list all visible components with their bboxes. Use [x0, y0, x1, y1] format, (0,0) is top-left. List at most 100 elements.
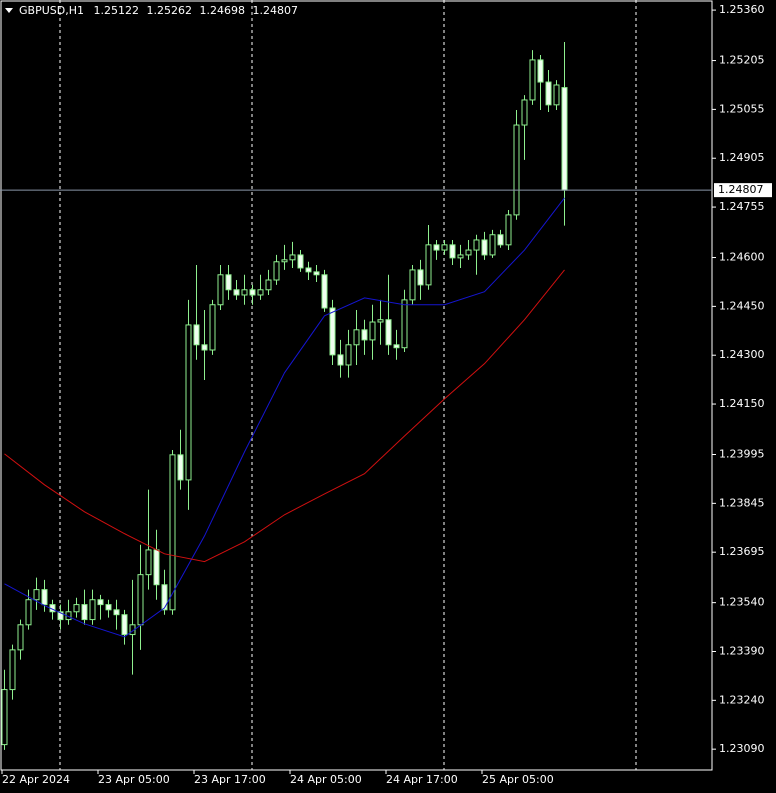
- marks: [1, 42, 568, 750]
- candle-body: [409, 269, 416, 301]
- candle-body: [217, 274, 224, 306]
- candle-body: [545, 81, 552, 106]
- y-tick-label: 1.24150: [719, 397, 765, 410]
- candle-body: [257, 289, 264, 296]
- current-price-label: 1.24807: [718, 183, 764, 196]
- x-tick-label: 24 Apr 17:00: [386, 773, 458, 786]
- x-tick-label: 25 Apr 05:00: [482, 773, 554, 786]
- candle-body: [313, 271, 320, 276]
- candle-body: [201, 344, 208, 351]
- candle-body: [97, 599, 104, 606]
- candle-body: [297, 254, 304, 269]
- x-tick-label: 22 Apr 2024: [2, 773, 70, 786]
- candle-body: [81, 604, 88, 621]
- candle-body: [377, 319, 384, 323]
- candle-body: [265, 279, 272, 291]
- candle-body: [137, 574, 144, 626]
- x-tick-label: 24 Apr 05:00: [290, 773, 362, 786]
- candle-body: [441, 244, 448, 251]
- low-value: 1.24698: [199, 4, 245, 17]
- y-tick-label: 1.24600: [719, 251, 765, 264]
- y-tick-label: 1.23845: [719, 496, 765, 509]
- candle-body: [113, 609, 120, 616]
- candle-body: [561, 87, 568, 191]
- header-arrow: [5, 8, 13, 13]
- candle-body: [497, 234, 504, 246]
- y-tick-label: 1.24755: [719, 200, 765, 213]
- symbol: GBPUSD,H1: [19, 4, 84, 17]
- candle-body: [33, 589, 40, 601]
- candle-body: [209, 304, 216, 351]
- close-value: 1.24807: [252, 4, 298, 17]
- y-tick-label: 1.23090: [719, 742, 765, 755]
- y-tick-label: 1.23240: [719, 693, 765, 706]
- y-tick-label: 1.25360: [719, 3, 765, 16]
- candle-body: [281, 259, 288, 263]
- candle-body: [361, 329, 368, 341]
- candle-body: [25, 599, 32, 626]
- candle-body: [121, 614, 128, 636]
- y-tick-label: 1.23540: [719, 596, 765, 609]
- candle-body: [345, 344, 352, 366]
- candle-body: [273, 261, 280, 281]
- candle-body: [385, 319, 392, 346]
- candle-body: [145, 549, 152, 576]
- candle-body: [425, 244, 432, 286]
- candle-body: [481, 239, 488, 256]
- candle-body: [241, 289, 248, 296]
- candle-body: [321, 274, 328, 309]
- candle-body: [225, 274, 232, 291]
- candle-body: [193, 324, 200, 346]
- candle-body: [521, 99, 528, 126]
- candle-body: [513, 124, 520, 216]
- candle-body: [41, 589, 48, 606]
- candle-body: [9, 649, 16, 691]
- candle-body: [529, 59, 536, 101]
- candle-body: [505, 214, 512, 246]
- candle-body: [401, 299, 408, 349]
- y-tick-label: 1.24300: [719, 348, 765, 361]
- high-value: 1.25262: [146, 4, 192, 17]
- y-tick-label: 1.24450: [719, 299, 765, 312]
- candle-body: [489, 234, 496, 256]
- open-value: 1.25122: [93, 4, 139, 17]
- current-price-box: [714, 183, 772, 198]
- candle-body: [185, 324, 192, 481]
- y-tick-label: 1.23695: [719, 545, 765, 558]
- candle-body: [17, 624, 24, 651]
- candle-body: [233, 289, 240, 296]
- candle-body: [449, 244, 456, 259]
- candle-body: [289, 254, 296, 261]
- candle-body: [369, 321, 376, 341]
- candle-body: [57, 611, 64, 621]
- candle-body: [169, 454, 176, 611]
- candle-body: [465, 249, 472, 256]
- y-tick-label: 1.25055: [719, 102, 765, 115]
- candle-body: [329, 307, 336, 356]
- moving-average: [4, 269, 565, 563]
- candle-body: [89, 599, 96, 621]
- candle-body: [105, 604, 112, 611]
- candle-body: [177, 454, 184, 481]
- candle-body: [305, 267, 312, 273]
- candle-body: [553, 84, 560, 106]
- candle-body: [473, 239, 480, 251]
- candle-body: [1, 689, 8, 746]
- y-tick-label: 1.25205: [719, 54, 765, 67]
- grid: [59, 0, 637, 770]
- candle-body: [393, 344, 400, 349]
- chart-header: GBPUSD,H1 1.25122 1.25262 1.24698 1.2480…: [19, 4, 298, 17]
- candle-body: [353, 329, 360, 346]
- candle-body: [417, 269, 424, 286]
- candle-body: [337, 354, 344, 366]
- candle-body: [73, 604, 80, 613]
- y-tick-label: 1.23995: [719, 448, 765, 461]
- x-tick-label: 23 Apr 17:00: [194, 773, 266, 786]
- candle-body: [457, 254, 464, 259]
- candle-body: [537, 59, 544, 83]
- x-tick-label: 23 Apr 05:00: [98, 773, 170, 786]
- candle-body: [433, 244, 440, 251]
